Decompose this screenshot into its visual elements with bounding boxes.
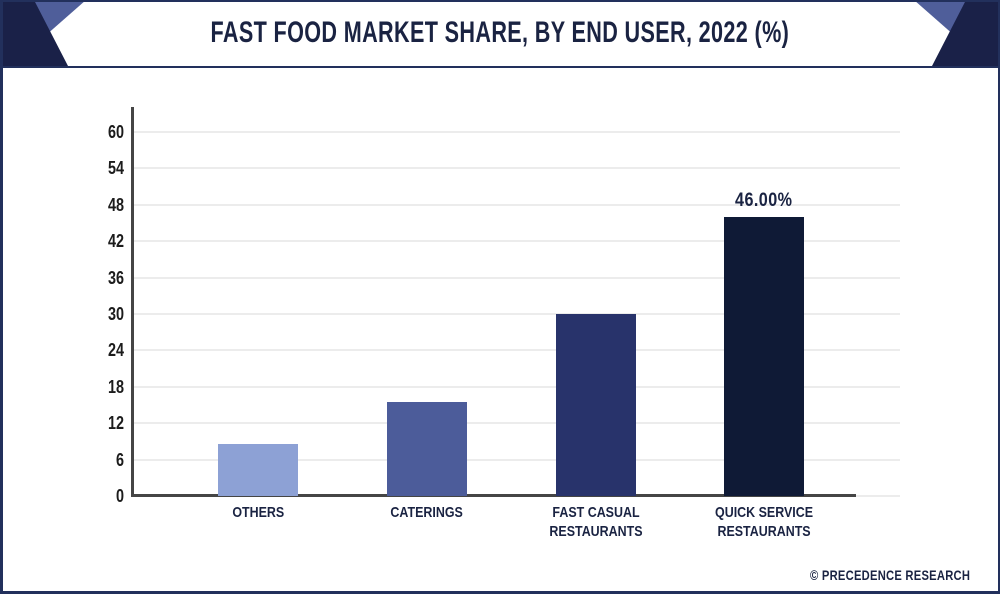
y-tick-label-60-text: 60 bbox=[107, 122, 124, 142]
y-tick-label-12-text: 12 bbox=[107, 413, 124, 434]
y-tick-label-42: 42 bbox=[50, 230, 124, 252]
gridline-6 bbox=[134, 458, 900, 461]
y-tick-label-6: 6 bbox=[50, 449, 124, 471]
bar-fast-casual-restaurants bbox=[556, 314, 636, 496]
value-label-quick-service-restaurants: 46.00% bbox=[704, 190, 824, 212]
y-tick-label-30-text: 30 bbox=[107, 304, 124, 324]
gridline-42 bbox=[134, 240, 900, 243]
gridline-12 bbox=[134, 422, 900, 425]
header-decoration-left bbox=[0, 0, 132, 66]
title-container: FAST FOOD MARKET SHARE, BY END USER, 202… bbox=[135, 0, 865, 66]
x-axis-label-fast-casual-restaurants-text: FAST CASUAL RESTAURANTS bbox=[549, 504, 643, 540]
y-tick-label-24: 24 bbox=[50, 339, 124, 361]
bar-others bbox=[218, 444, 298, 496]
x-axis-label-caterings-text: CATERINGS bbox=[390, 504, 464, 521]
value-label-quick-service-restaurants-text: 46.00% bbox=[735, 189, 793, 211]
y-tick-label-0: 0 bbox=[50, 485, 124, 507]
x-axis-label-others-text: OTHERS bbox=[232, 504, 284, 521]
y-axis-line bbox=[131, 107, 134, 497]
gridline-54 bbox=[134, 167, 900, 170]
y-tick-label-12: 12 bbox=[50, 412, 124, 434]
page-title: FAST FOOD MARKET SHARE, BY END USER, 202… bbox=[210, 16, 790, 49]
y-tick-label-30: 30 bbox=[50, 303, 124, 325]
bar-quick-service-restaurants bbox=[724, 216, 804, 496]
y-tick-label-0-text: 0 bbox=[115, 486, 124, 506]
gridline-30 bbox=[134, 313, 900, 315]
footer: © PRECEDENCE RESEARCH bbox=[770, 567, 970, 585]
x-axis-label-others: OTHERS bbox=[158, 504, 358, 523]
x-axis-line bbox=[131, 494, 856, 497]
y-tick-label-60: 60 bbox=[50, 121, 124, 143]
y-tick-label-48-text: 48 bbox=[107, 194, 124, 215]
y-tick-label-54: 54 bbox=[50, 157, 124, 179]
bar-caterings bbox=[387, 401, 467, 496]
y-tick-label-24-text: 24 bbox=[107, 340, 124, 361]
gridline-18 bbox=[134, 385, 900, 388]
x-axis-label-quick-service-restaurants-text: QUICK SERVICE RESTAURANTS bbox=[714, 504, 814, 540]
y-tick-label-36: 36 bbox=[50, 267, 124, 289]
y-tick-label-36-text: 36 bbox=[107, 267, 124, 288]
x-axis-label-quick-service-restaurants: QUICK SERVICE RESTAURANTS bbox=[664, 504, 864, 542]
y-tick-label-6-text: 6 bbox=[115, 449, 124, 470]
brand-credit: © PRECEDENCE RESEARCH bbox=[809, 567, 970, 583]
chart-header: FAST FOOD MARKET SHARE, BY END USER, 202… bbox=[0, 0, 1000, 66]
y-tick-label-18-text: 18 bbox=[107, 376, 124, 397]
y-tick-label-48: 48 bbox=[50, 194, 124, 216]
gridline-48 bbox=[134, 203, 900, 206]
y-tick-label-18: 18 bbox=[50, 376, 124, 398]
gridline-36 bbox=[134, 276, 900, 279]
gridline-24 bbox=[134, 349, 900, 352]
y-tick-label-42-text: 42 bbox=[107, 231, 124, 252]
x-axis-label-caterings: CATERINGS bbox=[327, 504, 527, 523]
x-axis-label-fast-casual-restaurants: FAST CASUAL RESTAURANTS bbox=[496, 504, 696, 542]
header-divider bbox=[0, 66, 1000, 68]
gridline-60 bbox=[134, 131, 900, 133]
y-tick-label-54-text: 54 bbox=[107, 158, 124, 179]
